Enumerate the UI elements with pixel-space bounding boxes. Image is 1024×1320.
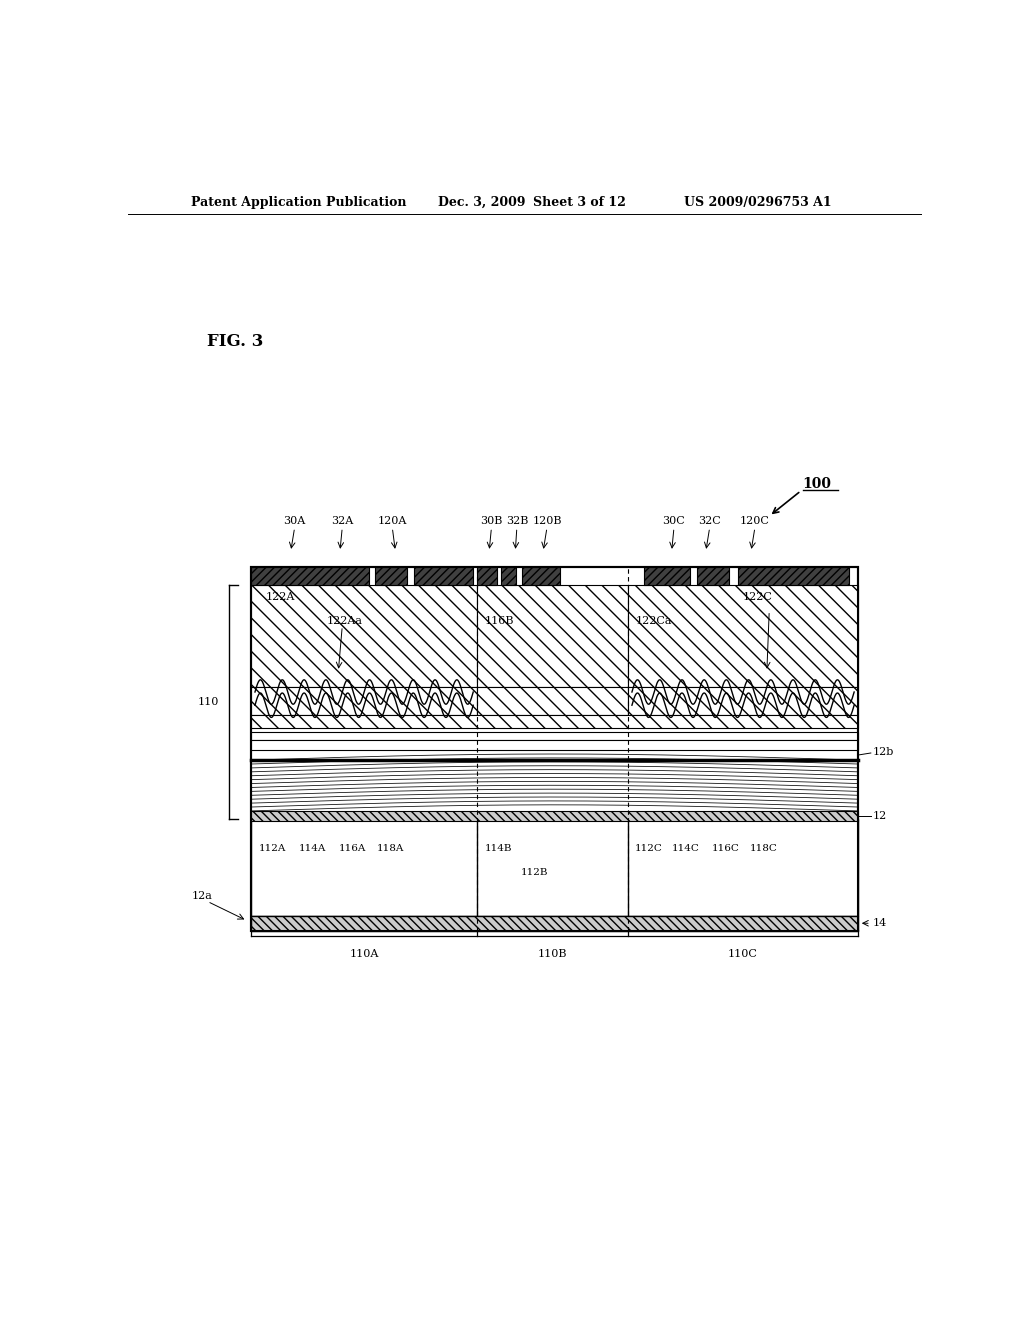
Bar bbox=[477, 686, 628, 715]
Text: 112C: 112C bbox=[634, 843, 663, 853]
Text: Patent Application Publication: Patent Application Publication bbox=[191, 195, 407, 209]
Bar bbox=[251, 568, 858, 931]
Bar bbox=[414, 568, 473, 585]
Bar bbox=[251, 686, 477, 715]
Bar bbox=[697, 568, 729, 585]
Text: 120C: 120C bbox=[740, 516, 770, 527]
Text: 32A: 32A bbox=[331, 516, 353, 527]
Bar bbox=[251, 818, 858, 916]
Bar bbox=[251, 810, 858, 821]
Bar bbox=[251, 568, 858, 931]
Text: 110A: 110A bbox=[349, 949, 379, 960]
Bar bbox=[251, 568, 369, 585]
Bar bbox=[738, 568, 849, 585]
Text: 32B: 32B bbox=[506, 516, 528, 527]
Text: US 2009/0296753 A1: US 2009/0296753 A1 bbox=[684, 195, 831, 209]
Bar bbox=[251, 715, 858, 727]
Text: 30A: 30A bbox=[284, 516, 306, 527]
Bar bbox=[251, 916, 858, 931]
Text: 14: 14 bbox=[872, 919, 887, 928]
Text: 114C: 114C bbox=[672, 843, 699, 853]
Text: 116B: 116B bbox=[485, 616, 515, 626]
Bar bbox=[644, 568, 690, 585]
Bar bbox=[522, 568, 560, 585]
Text: 122A: 122A bbox=[265, 593, 295, 602]
Text: 12b: 12b bbox=[872, 747, 894, 756]
Text: 100: 100 bbox=[803, 477, 831, 491]
Bar bbox=[251, 739, 858, 750]
Text: Sheet 3 of 12: Sheet 3 of 12 bbox=[532, 195, 626, 209]
Text: 122C: 122C bbox=[743, 593, 773, 602]
Text: 120B: 120B bbox=[532, 516, 562, 527]
Bar bbox=[477, 568, 497, 585]
Text: 110: 110 bbox=[198, 697, 219, 708]
Text: 120A: 120A bbox=[378, 516, 407, 527]
Text: 118A: 118A bbox=[377, 843, 403, 853]
Bar bbox=[628, 686, 858, 715]
Text: 110C: 110C bbox=[728, 949, 758, 960]
Text: 122Ca: 122Ca bbox=[636, 616, 673, 626]
Text: 32C: 32C bbox=[698, 516, 721, 527]
Text: 12a: 12a bbox=[191, 891, 212, 902]
Text: 114B: 114B bbox=[485, 843, 513, 853]
Bar bbox=[251, 731, 858, 739]
Text: 116C: 116C bbox=[712, 843, 739, 853]
Text: 110B: 110B bbox=[538, 949, 567, 960]
Bar bbox=[502, 568, 516, 585]
Text: FIG. 3: FIG. 3 bbox=[207, 333, 264, 350]
Text: 114A: 114A bbox=[299, 843, 326, 853]
Bar bbox=[376, 568, 408, 585]
Text: 112A: 112A bbox=[259, 843, 287, 853]
Text: 12: 12 bbox=[872, 810, 887, 821]
Bar bbox=[477, 585, 628, 686]
Text: 112B: 112B bbox=[521, 867, 548, 876]
Text: Dec. 3, 2009: Dec. 3, 2009 bbox=[437, 195, 525, 209]
Bar bbox=[251, 585, 477, 686]
Text: 116A: 116A bbox=[338, 843, 366, 853]
Text: 118C: 118C bbox=[750, 843, 777, 853]
Bar bbox=[628, 585, 858, 686]
Text: 30C: 30C bbox=[663, 516, 685, 527]
Text: 30B: 30B bbox=[480, 516, 503, 527]
Text: 122Aa: 122Aa bbox=[327, 616, 362, 626]
